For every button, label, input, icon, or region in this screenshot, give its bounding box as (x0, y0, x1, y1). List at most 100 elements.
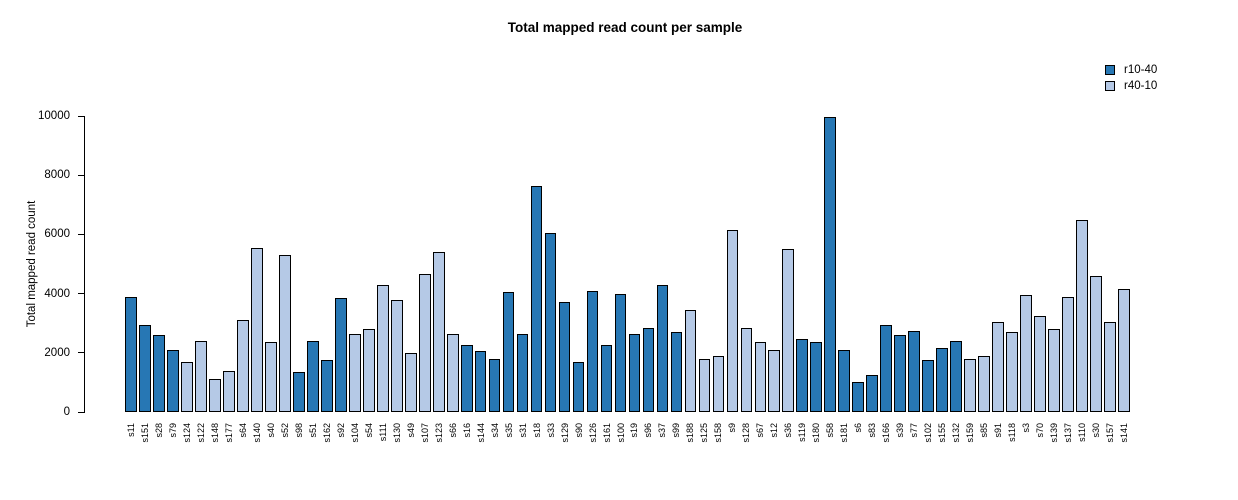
x-axis-label-s141: s141 (1118, 423, 1129, 443)
x-axis-label-s58: s58 (825, 423, 836, 438)
x-axis-label-s102: s102 (923, 423, 934, 443)
bar-s37 (656, 284, 669, 412)
bar-s100 (614, 293, 627, 412)
bar-s161 (600, 345, 613, 412)
bar-s107 (418, 274, 431, 412)
bar-s162 (321, 360, 333, 412)
bar-s3 (1020, 295, 1032, 412)
bar-s102 (922, 360, 934, 412)
x-axis-label-s162: s162 (321, 423, 332, 443)
x-axis-label-s161: s161 (601, 423, 612, 443)
x-axis-label-s18: s18 (531, 423, 542, 438)
bar-s70 (1034, 315, 1046, 412)
y-axis-tick (78, 293, 84, 295)
bar-s125 (698, 358, 711, 412)
y-axis-tick-label: 4000 (44, 287, 70, 300)
bar-s119 (796, 339, 809, 412)
bar-s34 (488, 358, 501, 412)
x-axis-label-s104: s104 (349, 423, 360, 443)
y-axis-tick (78, 115, 84, 117)
bar-s28 (153, 335, 165, 412)
bar-s137 (1062, 296, 1074, 412)
x-axis-label-s33: s33 (545, 423, 556, 438)
bar-s9 (726, 229, 739, 412)
x-axis-label-s118: s118 (1006, 423, 1017, 442)
bar-s188 (684, 309, 697, 412)
x-axis-label-s3: s3 (1020, 423, 1031, 433)
x-axis-label-s166: s166 (881, 423, 892, 443)
x-axis-label-s52: s52 (279, 423, 290, 438)
bar-s141 (1117, 289, 1130, 412)
y-axis-tick-label: 10000 (38, 110, 70, 122)
legend-label: r40-10 (1124, 80, 1158, 92)
bar-s39 (894, 335, 906, 412)
x-axis-label-s79: s79 (168, 423, 179, 438)
y-axis-line (84, 116, 85, 413)
x-axis-label-s140: s140 (252, 423, 263, 443)
x-axis-label-s9: s9 (727, 423, 738, 433)
x-axis-label-s129: s129 (559, 423, 570, 443)
bar-s123 (432, 252, 445, 412)
x-axis-label-s132: s132 (951, 423, 962, 443)
bar-s132 (950, 340, 962, 412)
bar-s155 (936, 348, 948, 412)
bar-s35 (502, 292, 515, 412)
bar-s31 (516, 333, 529, 412)
x-axis-label-s158: s158 (713, 423, 724, 443)
x-axis-label-s28: s28 (154, 423, 165, 438)
bar-s96 (642, 327, 655, 412)
x-axis-label-s16: s16 (461, 423, 472, 438)
chart-title: Total mapped read count per sample (507, 20, 743, 35)
bar-s126 (586, 290, 599, 412)
x-axis-label-s40: s40 (266, 423, 276, 438)
x-axis-label-s137: s137 (1062, 423, 1073, 443)
bar-s33 (544, 232, 557, 412)
legend: r10-40 r40-10 (1105, 62, 1157, 94)
bar-s118 (1006, 332, 1018, 412)
x-axis-label-s124: s124 (182, 423, 193, 443)
bar-s54 (363, 329, 375, 412)
bar-s129 (558, 302, 571, 412)
x-axis-label-s66: s66 (447, 423, 458, 438)
x-axis-label-s90: s90 (573, 423, 584, 438)
x-axis-label-s177: s177 (224, 423, 235, 443)
y-axis-tick-label: 8000 (44, 169, 70, 182)
bar-s177 (223, 370, 235, 412)
y-axis-tick (78, 233, 84, 235)
bar-s6 (852, 382, 864, 412)
bar-s49 (405, 352, 417, 412)
x-axis-label-s39: s39 (895, 423, 906, 438)
x-axis-label-s19: s19 (629, 423, 640, 438)
x-axis-label-s49: s49 (405, 423, 416, 438)
bar-s12 (768, 349, 781, 412)
x-axis-label-s148: s148 (210, 423, 221, 443)
bar-s66 (446, 333, 459, 412)
x-axis-label-s157: s157 (1104, 423, 1115, 443)
bar-s128 (740, 327, 753, 412)
bar-s67 (754, 342, 767, 412)
x-axis-label-s96: s96 (643, 423, 654, 438)
bar-s16 (460, 345, 473, 412)
x-axis-label-s92: s92 (335, 423, 346, 438)
x-axis-label-s122: s122 (196, 423, 207, 443)
bar-s157 (1104, 321, 1116, 412)
bar-s181 (838, 349, 850, 412)
bar-s52 (279, 255, 291, 412)
x-axis-label-s67: s67 (755, 423, 766, 438)
bar-s11 (125, 296, 137, 412)
legend-swatch-icon (1105, 65, 1115, 75)
legend-swatch-icon (1105, 81, 1115, 91)
x-axis-label-s188: s188 (685, 423, 696, 443)
y-axis-tick-label: 6000 (44, 228, 70, 241)
bar-s151 (139, 324, 151, 412)
bar-s18 (530, 185, 543, 412)
bar-s77 (908, 330, 920, 412)
x-axis-label-s34: s34 (489, 423, 500, 438)
bar-s148 (209, 379, 221, 412)
x-axis-label-s139: s139 (1048, 423, 1059, 443)
bar-s111 (377, 284, 389, 412)
x-axis-label-s83: s83 (867, 423, 878, 438)
legend-label: r10-40 (1124, 64, 1158, 76)
y-axis-tick-label: 0 (63, 406, 70, 418)
